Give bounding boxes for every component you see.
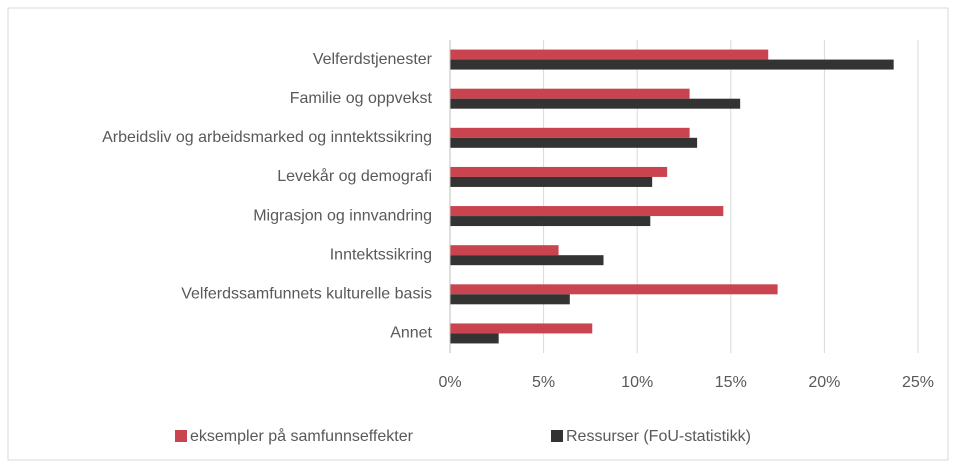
y-tick-label: Levekår og demografi [277,167,432,185]
bar [450,323,593,334]
bar [450,98,741,109]
y-tick-label: Migrasjon og innvandring [253,207,432,224]
bar [450,216,651,227]
legend-swatch [175,430,187,442]
bar [450,333,499,344]
x-tick-label: 0% [438,374,461,391]
bar [450,49,769,60]
x-tick-label: 5% [532,374,555,391]
chart-border [7,7,949,461]
legend-swatch [551,430,563,442]
y-tick-label: Arbeidsliv og arbeidsmarked og inntektss… [102,129,432,146]
bar [450,59,894,70]
x-tick-label: 15% [715,374,747,391]
bar [450,206,724,217]
x-tick-label: 10% [621,374,653,391]
legend-label: Ressurser (FoU-statistikk) [566,428,751,445]
bar [450,294,570,305]
y-tick-label: Velferdssamfunnets kulturelle basis [181,286,432,303]
y-tick-label: Familie og oppvekst [290,90,433,107]
x-tick-label: 25% [902,374,934,391]
legend-label: eksempler på samfunnseffekter [190,427,414,445]
bar [450,255,604,266]
bar [450,176,653,187]
bar [450,137,698,148]
bar [450,127,690,138]
bar [450,284,778,295]
y-tick-label: Velferdstjenester [313,51,433,68]
y-tick-label: Annet [390,325,432,342]
bar [450,245,559,256]
y-tick-label: Inntektssikring [330,246,432,263]
x-tick-label: 20% [808,374,840,391]
bar [450,166,668,177]
bar [450,88,690,99]
